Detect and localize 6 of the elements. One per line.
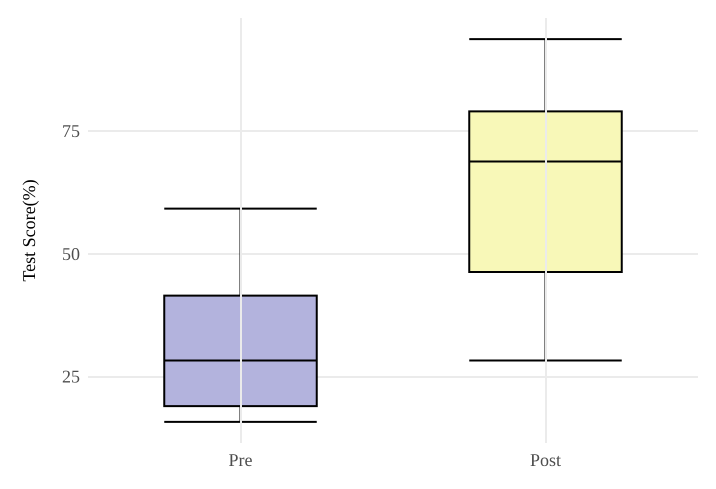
y-axis-title: Test Score(%)	[19, 179, 39, 282]
y-tick-label: 50	[62, 244, 80, 264]
x-tick-label: Pre	[228, 450, 253, 470]
y-tick-label: 25	[62, 366, 80, 387]
x-tick-label: Post	[530, 450, 562, 470]
y-tick-label: 75	[62, 121, 80, 142]
